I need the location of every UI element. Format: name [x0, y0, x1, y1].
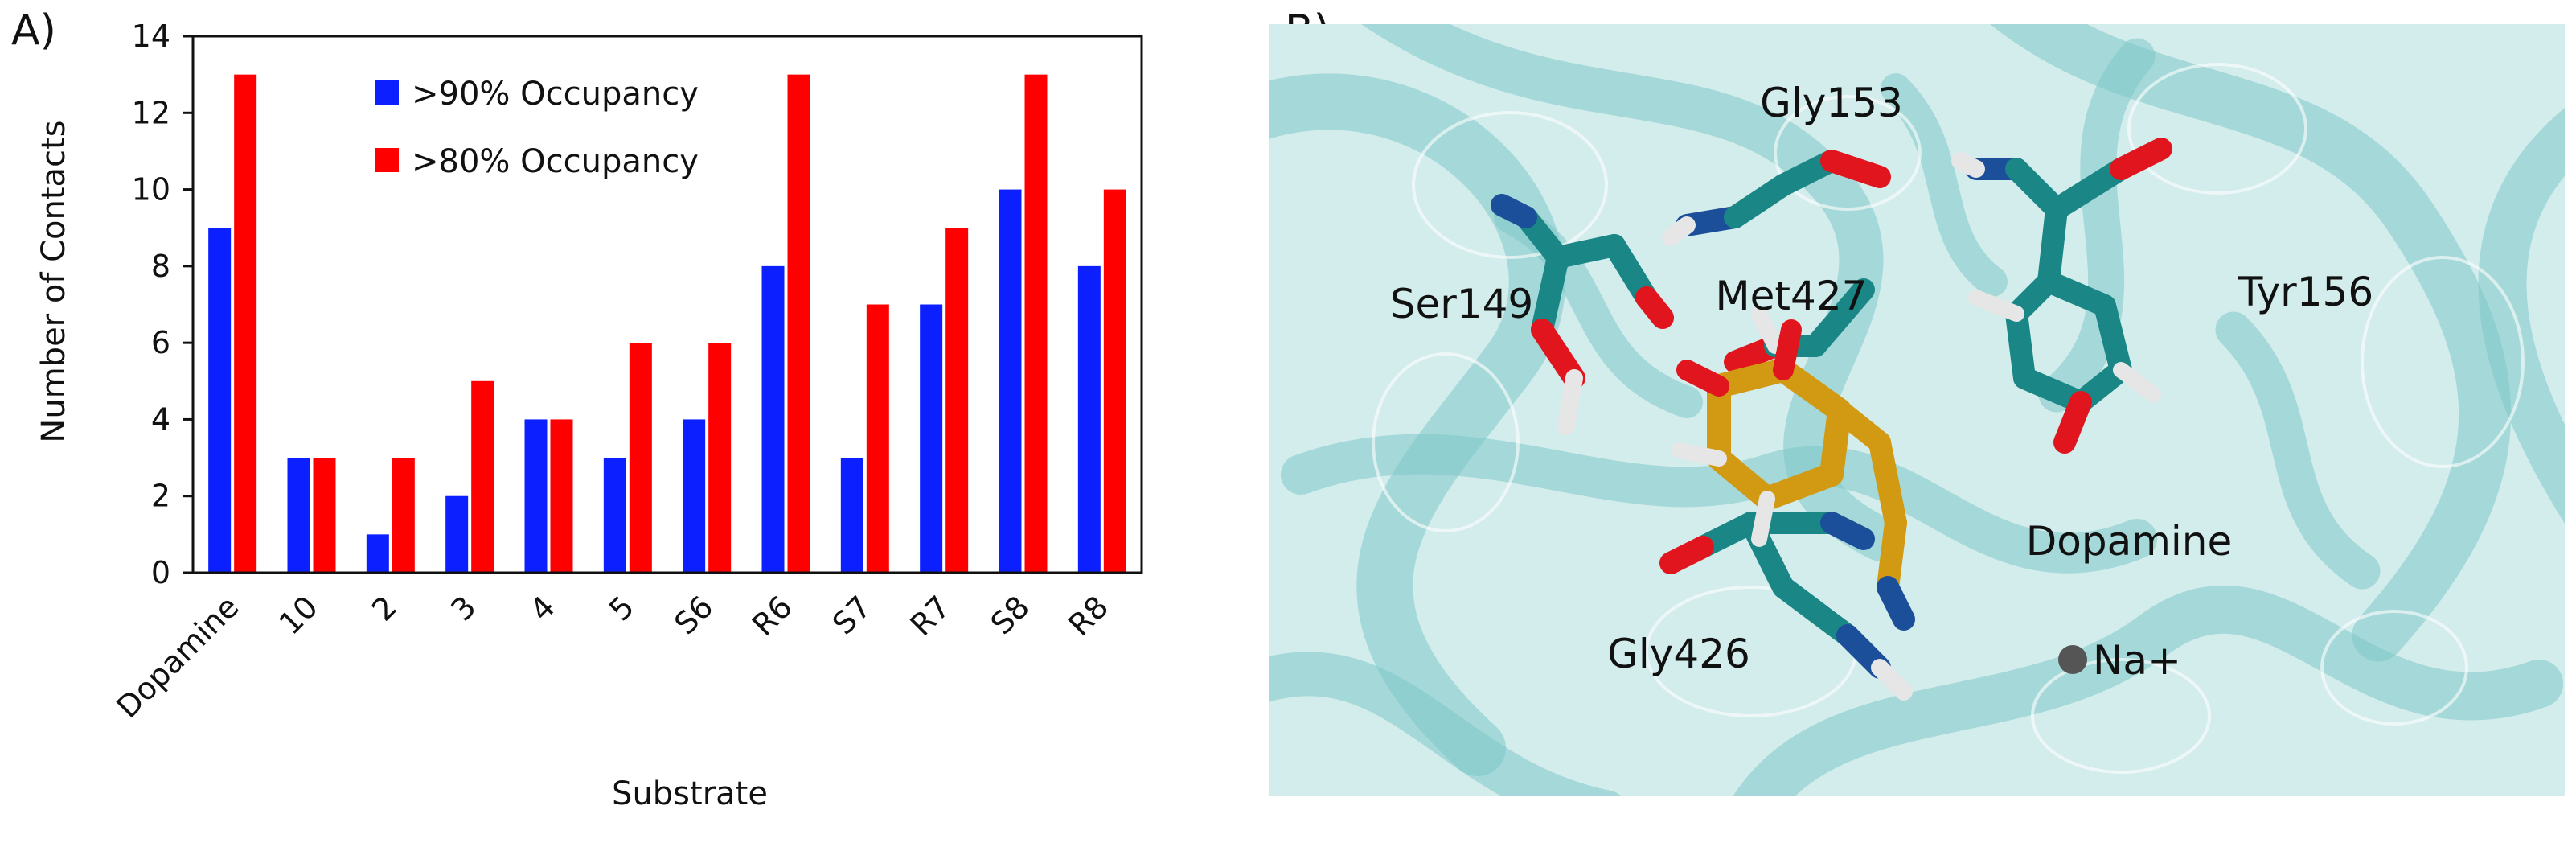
gly153-stick-model: [1662, 150, 1891, 246]
bar-series-1-5: [603, 458, 626, 573]
bar-series-2-10: [313, 458, 336, 573]
bar-series-1-3: [445, 495, 469, 573]
bar-series-1-r7: [920, 304, 943, 573]
label-gly426: Gly426: [1607, 631, 1750, 677]
ser149-stick-model: [1491, 194, 1674, 435]
sodium-ion-sphere: [2058, 645, 2087, 674]
bar-series-1-r8: [1077, 265, 1101, 573]
plot-frame: [191, 35, 1143, 574]
bar-series-2-2: [392, 458, 415, 573]
gly426-stick-model: [1659, 512, 1913, 701]
label-dopamine: Dopamine: [2026, 518, 2233, 565]
x-tick-label: R6: [745, 589, 799, 643]
bar-series-2-5: [629, 343, 652, 573]
bar-series-2-r6: [787, 74, 810, 573]
binding-site-rendering: Gly153 Ser149 Met427 Tyr156 Dopamine Gly…: [1208, 0, 2576, 837]
x-tick-label: Dopamine: [110, 589, 246, 725]
x-axis-title: Substrate: [612, 775, 768, 812]
bar-series-2-s7: [866, 304, 889, 573]
bar-series-1-10: [287, 458, 310, 573]
label-sodium-ion: Na+: [2093, 637, 2181, 684]
x-tick-label: S7: [826, 589, 878, 641]
label-gly153: Gly153: [1760, 80, 1903, 126]
x-tick-label: 10: [273, 589, 325, 641]
y-tick-label: 4: [151, 401, 170, 437]
legend-swatch-series-1: [375, 80, 399, 105]
bar-series-2-r7: [945, 228, 969, 573]
label-tyr156: Tyr156: [2238, 269, 2373, 315]
bar-series-1-dopamine: [208, 228, 232, 573]
bar-series-1-r6: [761, 265, 785, 573]
legend-swatch-series-2: [375, 148, 399, 172]
legend: >90% Occupancy >80% Occupancy: [375, 76, 699, 180]
bar-chart: 0 2 4 6 8 10 12 14 Dopamine 10 2 3 4 5 S6 R6 S7 R7 S8 R8 N…: [0, 0, 1254, 847]
y-tick-label: 10: [132, 172, 170, 208]
bar-series-1-4: [524, 419, 548, 573]
y-tick-label: 14: [132, 19, 170, 54]
label-ser149: Ser149: [1390, 281, 1534, 327]
y-tick-label: 2: [151, 479, 170, 514]
bar-series-2-r8: [1103, 189, 1126, 574]
legend-label-series-1: >90% Occupancy: [412, 76, 699, 113]
bars-layer: [208, 74, 1126, 574]
bar-series-1-s8: [999, 189, 1022, 574]
tyr156-stick-model: [1951, 138, 2172, 454]
bar-series-1-s7: [840, 458, 863, 573]
x-tick-label: 2: [365, 589, 404, 627]
bar-series-2-s8: [1024, 74, 1048, 573]
x-tick-label: 3: [444, 589, 482, 627]
bar-series-1-s6: [683, 419, 706, 573]
y-axis-title: Number of Contacts: [35, 120, 72, 442]
bar-series-2-s6: [708, 343, 732, 573]
bar-series-2-3: [471, 380, 494, 573]
y-axis-ticks: 0 2 4 6 8 10 12 14: [132, 19, 193, 590]
x-tick-label: 4: [523, 589, 562, 627]
x-tick-label: 5: [602, 589, 641, 627]
y-tick-label: 8: [151, 249, 170, 284]
x-tick-label: R7: [904, 589, 958, 643]
bar-series-1-2: [366, 534, 389, 573]
bar-series-2-dopamine: [234, 74, 257, 573]
legend-label-series-2: >80% Occupancy: [412, 143, 699, 180]
x-axis-ticks: Dopamine 10 2 3 4 5 S6 R6 S7 R7 S8 R8: [110, 589, 1116, 725]
label-met427: Met427: [1716, 273, 1868, 319]
panel-a-label: A): [11, 6, 56, 55]
bar-chart-svg: 0 2 4 6 8 10 12 14 Dopamine 10 2 3 4 5 S6 R6 S7 R7 S8 R8 N…: [35, 19, 1143, 812]
bar-series-2-4: [550, 419, 573, 573]
y-tick-label: 12: [132, 95, 170, 130]
x-tick-label: R8: [1061, 589, 1115, 643]
x-tick-label: S6: [667, 589, 720, 641]
y-tick-label: 6: [151, 325, 170, 360]
y-tick-label: 0: [151, 555, 170, 590]
protein-ribbons: [1208, 0, 2576, 837]
x-tick-label: S8: [984, 589, 1036, 641]
molecular-structure-panel: Gly153 Ser149 Met427 Tyr156 Dopamine Gly…: [1208, 0, 2576, 837]
dopamine-stick-model: [1671, 319, 1915, 631]
